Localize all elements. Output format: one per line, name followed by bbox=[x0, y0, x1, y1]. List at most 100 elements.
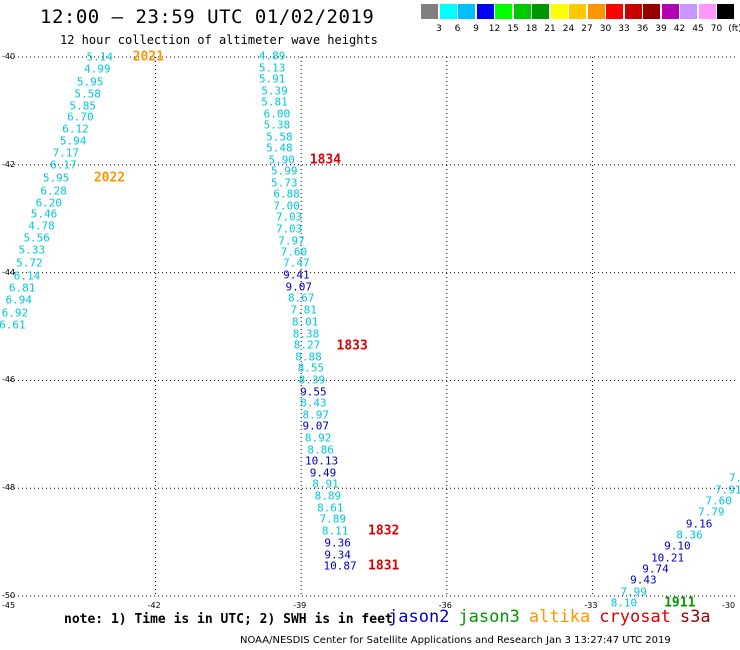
wave-height-value: 5.48 bbox=[266, 141, 293, 155]
legend-swatch bbox=[513, 4, 531, 19]
wave-height-value: 8.92 bbox=[304, 431, 332, 445]
wave-height-value: 8.27 bbox=[293, 338, 321, 352]
units-note: note: 1) Time is in UTC; 2) SWH is in fe… bbox=[64, 612, 393, 627]
wave-height-value: 7.03 bbox=[275, 222, 303, 236]
legend-label: 21 bbox=[544, 24, 556, 34]
wave-height-value: 7.60 bbox=[705, 494, 732, 508]
wave-height-value: 5.95 bbox=[76, 75, 104, 89]
wave-height-value: 5.46 bbox=[30, 207, 58, 221]
wave-height-value: 5.99 bbox=[270, 164, 298, 178]
wave-height-value: 6.61 bbox=[0, 318, 26, 332]
wave-height-value: 5.58 bbox=[74, 87, 101, 101]
legend-label: 12 bbox=[488, 24, 501, 34]
wave-height-value: 5.33 bbox=[18, 243, 46, 257]
legend-label: 30 bbox=[599, 24, 612, 34]
legend-label: 70 bbox=[710, 24, 723, 34]
wave-height-value: 7.47 bbox=[283, 256, 310, 270]
wave-height-value: 9.49 bbox=[309, 466, 337, 480]
legend-label: 33 bbox=[618, 24, 630, 34]
wave-height-value: 7.81 bbox=[290, 303, 317, 317]
wave-height-value: 6.20 bbox=[35, 196, 63, 210]
latitude-tick-label: -48 bbox=[2, 483, 16, 493]
wave-height-value: 6.94 bbox=[5, 293, 32, 307]
wave-height-value: 4.78 bbox=[28, 219, 55, 233]
wave-height-value: 6.81 bbox=[8, 281, 36, 295]
satellite-label-altika: altika bbox=[528, 607, 591, 627]
wave-height-value: 8.36 bbox=[676, 528, 703, 542]
wave-height-value: 5.95 bbox=[42, 171, 70, 185]
legend-swatch bbox=[476, 4, 494, 19]
legend-swatch bbox=[698, 4, 716, 19]
legend-swatch bbox=[624, 4, 642, 19]
wave-height-value: 6.88 bbox=[273, 187, 300, 201]
latitude-tick-label: -44 bbox=[2, 267, 16, 277]
legend-label: (ft) bbox=[728, 24, 740, 34]
wave-height-value: 9.34 bbox=[324, 548, 351, 562]
credit-line: NOAA/NESDIS Center for Satellite Applica… bbox=[240, 635, 671, 646]
latitude-tick-label: -42 bbox=[2, 159, 16, 169]
latitude-tick-label: -50 bbox=[2, 591, 16, 600]
wave-height-value: 8.86 bbox=[307, 443, 334, 457]
wave-height-value: 6.14 bbox=[13, 269, 41, 283]
wave-height-value: 7.03 bbox=[275, 210, 303, 224]
wave-height-value: 5.13 bbox=[258, 61, 286, 75]
wave-height-value: 5.38 bbox=[263, 118, 291, 132]
wave-height-value: 8.11 bbox=[321, 524, 349, 538]
wave-height-value: 10.13 bbox=[305, 454, 339, 468]
satellite-label-jason3: jason3 bbox=[458, 607, 520, 627]
wave-height-value: 7.89 bbox=[319, 512, 346, 526]
pass-time-label: 1911 bbox=[664, 595, 696, 611]
wave-height-value: 8.91 bbox=[312, 477, 339, 491]
wave-height-value: 5.90 bbox=[268, 153, 296, 167]
wave-height-value: 6.70 bbox=[67, 110, 94, 124]
wave-height-value: 8.67 bbox=[287, 291, 315, 305]
wave-height-value: 6.28 bbox=[40, 184, 67, 198]
wave-height-value: 4.99 bbox=[84, 62, 111, 76]
legend-swatch bbox=[569, 4, 586, 19]
wave-height-value: 8.01 bbox=[291, 315, 319, 329]
legend-swatch bbox=[661, 4, 679, 19]
wave-height-value: 9.16 bbox=[685, 517, 713, 531]
legend-label: 36 bbox=[636, 24, 649, 34]
wave-height-value: 8.43 bbox=[300, 396, 327, 410]
legend-swatch bbox=[680, 4, 697, 19]
wave-height-value: 9.74 bbox=[642, 562, 669, 576]
wave-height-value: 7.91 bbox=[715, 483, 740, 497]
wave-height-value: 7.60 bbox=[280, 245, 308, 259]
wave-height-value: 9.07 bbox=[302, 419, 330, 433]
longitude-tick-label: -45 bbox=[2, 601, 16, 610]
wave-height-value: 6.12 bbox=[62, 122, 89, 136]
map-title: 12:00 – 23:59 UTC 01/02/2019 bbox=[40, 6, 375, 28]
wave-height-value: 8.88 bbox=[295, 350, 322, 364]
pass-time-label: 1834 bbox=[309, 152, 342, 168]
longitude-tick-label: -42 bbox=[147, 601, 161, 610]
longitude-tick-label: -39 bbox=[293, 601, 307, 610]
wave-height-value: 5.91 bbox=[258, 72, 286, 86]
pass-time-label: 2022 bbox=[93, 170, 126, 186]
wave-height-value: 4.89 bbox=[258, 49, 286, 63]
legend-swatch bbox=[587, 4, 605, 19]
legend-label: 9 bbox=[473, 24, 479, 34]
wave-height-value: 9.10 bbox=[664, 539, 691, 553]
legend-label: 42 bbox=[673, 24, 686, 34]
wave-height-value: 8.39 bbox=[298, 373, 326, 387]
wave-height-value: 7. bbox=[728, 471, 740, 485]
legend-swatch bbox=[458, 4, 475, 19]
wave-height-value: 5.85 bbox=[69, 99, 97, 112]
legend-label: 39 bbox=[655, 24, 667, 34]
legend-label: 3 bbox=[436, 24, 442, 34]
wave-height-value: 8.89 bbox=[314, 489, 342, 503]
satellite-label-jason2: jason2 bbox=[388, 607, 450, 627]
wave-height-value: 8.61 bbox=[317, 501, 344, 515]
wave-height-value: 5.58 bbox=[266, 130, 293, 144]
wave-height-value: 5.73 bbox=[270, 176, 298, 190]
legend-label: 15 bbox=[507, 24, 519, 34]
longitude-tick-label: -36 bbox=[438, 601, 452, 610]
wave-height-value: 8.10 bbox=[610, 596, 638, 610]
pass-time-label: 2021 bbox=[132, 49, 164, 65]
wave-height-value: 5.72 bbox=[16, 256, 43, 270]
map-subtitle: 12 hour collection of altimeter wave hei… bbox=[60, 33, 378, 47]
